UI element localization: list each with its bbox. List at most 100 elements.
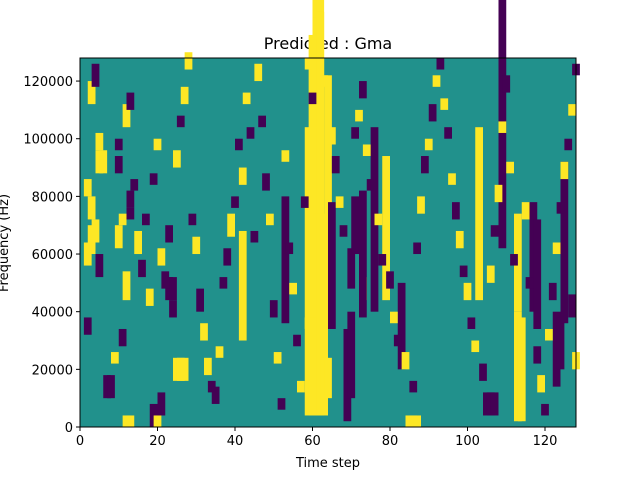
heatmap-cell-high <box>324 75 332 278</box>
heatmap-cell-low <box>196 288 204 312</box>
heatmap-cell-low <box>529 202 538 312</box>
heatmap-cell-low <box>285 242 294 255</box>
heatmap-cell-high <box>184 52 193 70</box>
heatmap-cell-low <box>502 75 511 93</box>
heatmap-cell-low <box>386 271 394 289</box>
heatmap-cell-low <box>107 375 115 399</box>
heatmap-cell-high <box>95 132 104 151</box>
heatmap-cell-high <box>126 415 135 427</box>
heatmap-cell-high <box>180 86 189 105</box>
heatmap-cell-low <box>331 156 340 174</box>
heatmap-cell-low <box>142 213 150 226</box>
heatmap-cell-high <box>320 75 328 87</box>
heatmap-cell-high <box>405 415 414 427</box>
plot-frame <box>79 57 577 428</box>
heatmap-cell-high <box>448 173 456 185</box>
heatmap-cell-low <box>138 259 146 278</box>
y-tick-label: 40000 <box>32 306 73 321</box>
plot-area <box>79 0 580 428</box>
heatmap-cell-low <box>277 398 286 410</box>
heatmap-cell-high <box>424 138 433 151</box>
heatmap-cell-low <box>483 392 491 416</box>
heatmap-cell-high <box>281 150 290 162</box>
heatmap-cell-low <box>169 300 177 318</box>
heatmap-cell-high <box>173 357 181 381</box>
heatmap-cell-high <box>173 150 181 168</box>
y-axis: 0 20000 40000 60000 80000 100000 120000 <box>23 75 80 436</box>
heatmap-cell-low <box>459 265 468 278</box>
heatmap-cell-low <box>157 392 166 416</box>
heatmap-cell-low <box>413 242 421 255</box>
heatmap-cell-high <box>521 202 530 220</box>
heatmap-cell-low <box>231 196 239 208</box>
heatmap-cell-high <box>374 213 383 226</box>
heatmap-cell-high <box>122 104 131 128</box>
heatmap-cell-low <box>393 334 402 347</box>
heatmap-cell-high <box>463 282 472 301</box>
heatmap-cell-low <box>328 202 336 329</box>
x-tick-label: 100 <box>455 434 480 449</box>
heatmap-cell-high <box>111 352 119 364</box>
heatmap-cell-low <box>308 92 317 105</box>
heatmap-cell-high <box>362 144 371 157</box>
heatmap-cell-high <box>215 346 224 358</box>
heatmap-cell-high <box>289 282 297 295</box>
heatmap-cell-high <box>114 225 123 249</box>
x-tick-label: 80 <box>382 434 399 449</box>
heatmap-cell-high <box>417 196 425 214</box>
heatmap-cell-high <box>382 156 390 301</box>
heatmap-cell-low <box>366 179 375 191</box>
y-tick-label: 80000 <box>32 190 73 205</box>
heatmap-cell-low <box>421 156 429 174</box>
heatmap-cell-high <box>95 150 104 174</box>
heatmap-cell-high <box>304 127 313 329</box>
heatmap-cell-low <box>114 138 123 151</box>
heatmap-cell-high <box>254 63 263 82</box>
heatmap-cell-high <box>83 242 92 266</box>
heatmap-cell-low <box>126 92 135 110</box>
heatmap-cell-high <box>440 98 449 110</box>
heatmap-cell-low <box>188 213 197 226</box>
heatmap-cell-low <box>223 248 232 266</box>
heatmap-cell-high <box>204 357 212 376</box>
heatmap-cell-high <box>498 121 507 133</box>
heatmap-cell-high <box>494 184 503 203</box>
heatmap-cell-low <box>130 179 139 191</box>
heatmap-cell-high <box>238 167 247 185</box>
heatmap-cell-low <box>250 230 259 243</box>
heatmap-cell-low <box>161 271 170 289</box>
heatmap-cell-low <box>149 173 158 185</box>
heatmap-cell-high <box>413 415 421 427</box>
heatmap-cell-high <box>308 317 317 416</box>
heatmap-cell-low <box>300 196 309 208</box>
heatmap-cell-low <box>149 403 158 427</box>
heatmap-cell-low <box>444 127 452 139</box>
heatmap-cell-low <box>347 311 356 399</box>
heatmap-cell-high <box>242 92 251 105</box>
heatmap-cell-high <box>304 317 313 416</box>
heatmap-cell-low <box>560 161 569 324</box>
heatmap-cell-high <box>568 104 576 116</box>
heatmap-cell-low <box>165 225 173 243</box>
heatmap-cell-high <box>238 230 247 341</box>
heatmap-cell-low <box>533 219 542 329</box>
heatmap-cell-high <box>455 230 464 249</box>
heatmap-cell-low <box>114 156 123 174</box>
heatmap-cell-low <box>169 277 177 301</box>
heatmap-cell-low <box>409 380 418 393</box>
heatmap-cell-high <box>145 288 154 306</box>
heatmap-cell-low <box>533 346 542 364</box>
heatmap-cell-low <box>262 173 270 191</box>
heatmap-cell-low <box>281 196 290 324</box>
x-axis: 0 20 40 60 80 100 120 <box>76 427 557 449</box>
heatmap-cell-low <box>103 375 111 399</box>
heatmap-cell-high <box>157 248 166 266</box>
heatmap-cell-high <box>153 415 162 427</box>
heatmap-cell-low <box>436 58 445 70</box>
x-tick-label: 20 <box>149 434 166 449</box>
heatmap-cell-high <box>153 138 162 151</box>
chart-title: Predicted : Gma <box>264 34 392 53</box>
heatmap-cell-high <box>560 161 569 180</box>
heatmap-cell-low <box>91 63 100 87</box>
